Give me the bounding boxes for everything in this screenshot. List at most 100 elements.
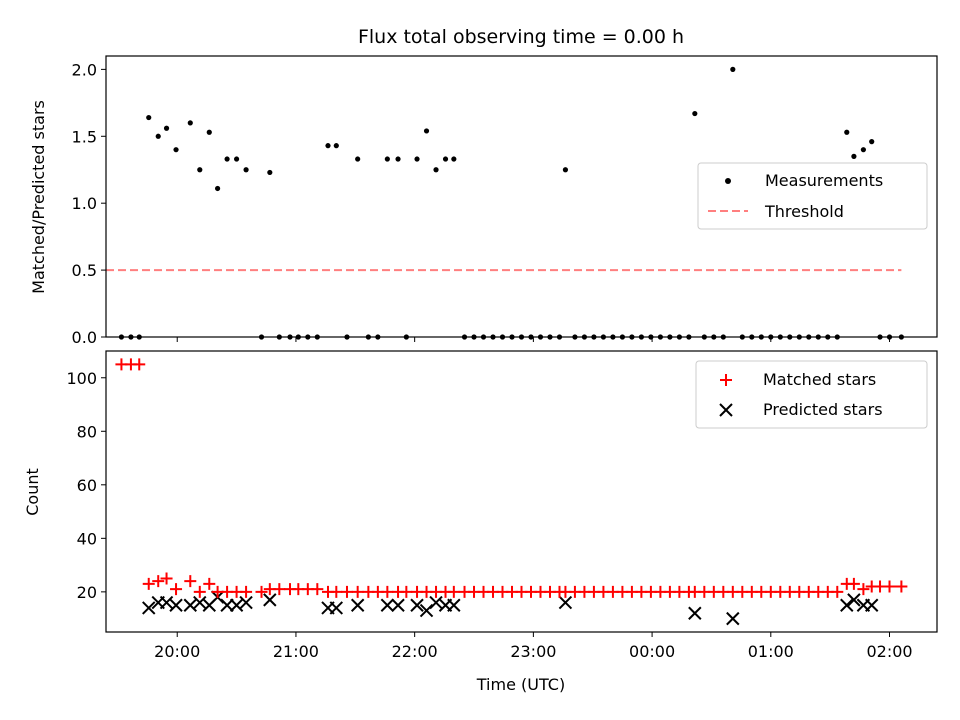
ratio-x-ticks — [176, 337, 891, 342]
count-x-ticks: 20:00 21:00 22:00 23:00 00:00 01:00 02:00 — [154, 632, 913, 661]
legend-predicted-marker — [719, 403, 733, 417]
measurement-point — [173, 147, 179, 153]
matched-star-marker — [447, 585, 460, 598]
matched-star-marker — [883, 580, 896, 593]
count-y-tick-label: 80 — [77, 422, 97, 441]
matched-star-marker — [847, 577, 860, 590]
measurement-point — [851, 153, 857, 159]
count-legend: Matched stars Predicted stars — [695, 360, 928, 429]
measurement-point — [187, 120, 193, 126]
matched-star-marker — [152, 575, 165, 588]
legend-measurements-marker — [725, 178, 731, 184]
ratio-plot-frame — [105, 55, 938, 338]
legend-matched-label: Matched stars — [763, 370, 876, 389]
measurement-point — [860, 147, 866, 153]
measurement-point — [155, 133, 161, 139]
matched-star-marker — [170, 583, 183, 596]
ratio-y-tick-label: 1.5 — [72, 127, 97, 146]
matched-star-marker — [240, 585, 253, 598]
predicted-star-marker — [142, 601, 156, 615]
ratio-panel: 0.00.51.01.52.0 Matched/Predicted stars … — [29, 55, 938, 347]
measurement-point — [869, 139, 875, 145]
ratio-y-tick-label: 0.5 — [72, 261, 97, 280]
measurement-point — [844, 129, 850, 135]
legend-measurements-label: Measurements — [765, 171, 883, 190]
predicted-star-marker — [229, 598, 244, 612]
ratio-y-tick-label: 2.0 — [72, 60, 97, 79]
ratio-y-axis-label: Matched/Predicted stars — [29, 100, 48, 294]
legend-threshold-label: Threshold — [764, 202, 844, 221]
ratio-legend: Measurements Threshold — [697, 162, 928, 230]
predicted-star-marker — [329, 601, 344, 615]
predicted-star-marker — [380, 598, 395, 612]
matched-star-marker — [133, 358, 146, 371]
predicted-star-marker — [263, 593, 277, 607]
predicted-star-marker — [558, 595, 573, 610]
predicted-star-marker — [159, 595, 174, 610]
measurement-point — [206, 129, 212, 135]
count-y-ticks: 20 40 60 80 100 — [66, 369, 106, 602]
measurement-point — [395, 156, 401, 162]
predicted-star-marker — [410, 598, 424, 612]
ratio-y-tick-label: 1.0 — [72, 194, 97, 213]
matched-star-marker — [351, 585, 364, 598]
measurement-point — [692, 110, 698, 117]
matched-star-marker — [255, 585, 268, 598]
x-tick-label: 21:00 — [273, 642, 319, 661]
matched-star-marker — [400, 585, 413, 598]
predicted-star-marker — [350, 598, 365, 612]
matched-star-marker — [184, 575, 197, 588]
measurement-point — [414, 156, 420, 162]
measurement-point — [442, 156, 449, 162]
ratio-legend-box — [697, 162, 928, 230]
matched-star-marker — [193, 585, 206, 598]
predicted-star-marker — [429, 595, 443, 610]
legend-matched-marker — [720, 374, 732, 386]
matched-star-marker — [203, 577, 216, 590]
count-y-tick-label: 60 — [77, 476, 97, 495]
predicted-star-marker — [391, 598, 405, 612]
measurement-point — [243, 167, 249, 173]
count-y-axis-label: Count — [23, 468, 42, 516]
measurement-point — [146, 114, 152, 121]
matched-star-marker — [831, 585, 844, 598]
matched-star-marker — [895, 580, 908, 593]
predicted-star-marker — [193, 595, 207, 610]
measurement-point — [730, 66, 736, 72]
count-y-tick-label: 20 — [77, 583, 97, 602]
matched-star-marker — [857, 583, 870, 596]
predicted-star-marker — [864, 598, 879, 612]
count-y-tick-label: 40 — [77, 529, 97, 548]
ratio-y-tick-label: 0.0 — [72, 328, 97, 347]
matched-star-marker — [330, 585, 343, 598]
chart-title: Flux total observing time = 0.00 h — [358, 26, 684, 48]
measurement-point — [325, 143, 331, 149]
predicted-star-marker — [840, 598, 854, 612]
measurement-point — [224, 156, 230, 162]
matched-star-marker — [311, 583, 324, 596]
matched-star-marker — [340, 585, 353, 598]
predicted-star-marker — [447, 598, 461, 612]
measurement-point — [214, 185, 221, 192]
measurement-point — [433, 167, 439, 173]
measurement-point — [562, 167, 569, 173]
measurement-point — [451, 156, 457, 162]
x-tick-label: 23:00 — [510, 642, 556, 661]
count-legend-box — [695, 360, 928, 429]
x-tick-label: 01:00 — [748, 642, 794, 661]
x-tick-label: 00:00 — [629, 642, 675, 661]
matched-star-marker — [160, 572, 173, 585]
predicted-star-marker — [847, 593, 861, 607]
count-panel: 20 40 60 80 100 20:00 21:00 22:00 23:00 00:00 01:… — [23, 350, 938, 694]
measurement-point — [423, 128, 430, 134]
measurement-point — [384, 156, 390, 162]
predicted-star-marker — [220, 598, 234, 612]
matched-star-marker — [273, 583, 286, 596]
measurement-point — [267, 169, 273, 176]
measurement-point — [197, 167, 203, 173]
count-points — [115, 358, 908, 626]
predicted-star-marker — [688, 606, 702, 620]
count-plot-frame — [105, 350, 938, 633]
measurement-point — [233, 156, 240, 162]
predicted-star-marker — [169, 598, 183, 612]
